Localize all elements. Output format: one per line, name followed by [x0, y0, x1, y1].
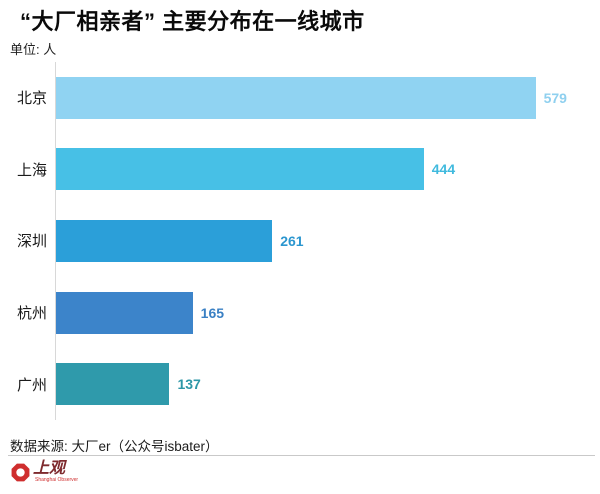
category-label: 杭州 — [16, 305, 47, 323]
bar-plot-area: 261 — [56, 219, 553, 262]
bar-row: 北京 579 — [0, 62, 600, 134]
value-label: 137 — [177, 376, 201, 393]
category-label: 广州 — [16, 376, 47, 394]
bar — [56, 148, 424, 191]
bar-row: 深圳 261 — [0, 205, 600, 277]
logo-text-block: 上观 Shanghai Observer — [33, 460, 79, 484]
bar-plot-area: 165 — [56, 291, 553, 334]
unit-label: 单位: 人 — [10, 42, 57, 57]
y-axis-line — [55, 62, 56, 420]
value-label: 261 — [280, 232, 304, 249]
octagon-ring-icon — [11, 463, 30, 482]
data-source-label: 数据来源: 大厂er（公众号isbater） — [10, 439, 219, 454]
category-label: 北京 — [16, 90, 47, 108]
bar-plot-area: 137 — [56, 363, 553, 406]
bar-rows: 北京 579 上海 444 深圳 261 杭州 165 广州 137 — [0, 62, 600, 420]
bar — [56, 291, 193, 334]
bar — [56, 219, 273, 262]
bar — [56, 76, 536, 119]
category-label: 上海 — [16, 161, 47, 179]
bar-row: 杭州 165 — [0, 277, 600, 349]
logo-name: 上观 — [33, 460, 66, 477]
bar-plot-area: 579 — [56, 76, 567, 119]
logo-subtitle: Shanghai Observer — [35, 477, 79, 483]
bar-chart: 北京 579 上海 444 深圳 261 杭州 165 广州 137 — [0, 62, 600, 420]
value-label: 165 — [200, 304, 225, 321]
bar-row: 广州 137 — [0, 348, 600, 420]
category-label: 深圳 — [16, 233, 47, 251]
bar-row: 上海 444 — [0, 134, 600, 206]
publisher-logo: 上观 Shanghai Observer — [11, 461, 78, 483]
bar-plot-area: 444 — [56, 148, 553, 191]
value-label: 444 — [431, 161, 456, 178]
bar — [56, 363, 170, 406]
footer-divider — [8, 455, 595, 456]
value-label: 579 — [543, 89, 567, 106]
chart-title: “大厂相亲者” 主要分布在一线城市 — [20, 9, 365, 34]
